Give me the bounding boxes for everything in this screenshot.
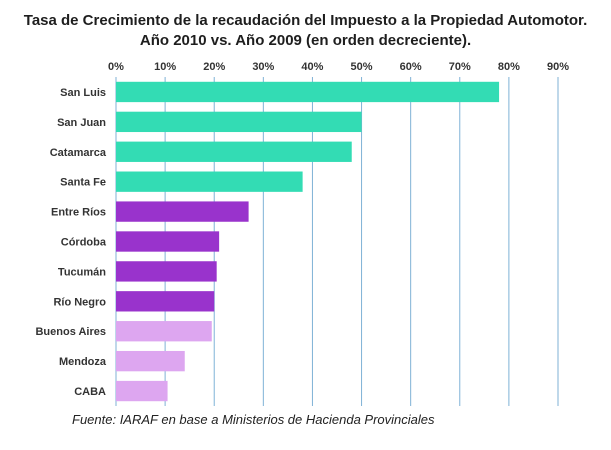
bar: [116, 231, 220, 252]
x-tick-label: 30%: [252, 61, 274, 73]
bar: [116, 111, 362, 133]
category-label: San Luis: [60, 87, 106, 99]
category-label: San Juan: [57, 117, 106, 129]
category-label: Río Negro: [53, 296, 106, 308]
bar: [116, 321, 212, 342]
category-label: Mendoza: [59, 356, 107, 368]
source-note: Fuente: IARAF en base a Ministerios de H…: [72, 412, 435, 427]
x-tick-label: 80%: [498, 61, 520, 73]
bar: [116, 350, 185, 372]
x-tick-label: 20%: [203, 61, 225, 73]
x-tick-label: 40%: [301, 61, 323, 73]
bar: [116, 261, 217, 282]
category-label: Catamarca: [50, 147, 107, 159]
x-tick-label: 90%: [547, 61, 569, 73]
x-tick-label: 10%: [154, 61, 176, 73]
category-label: Santa Fe: [60, 177, 106, 189]
category-label: CABA: [74, 386, 106, 398]
bar: [116, 141, 352, 162]
bar: [116, 171, 303, 192]
category-label: Entre Ríos: [51, 207, 106, 219]
category-label: Tucumán: [58, 266, 106, 278]
x-tick-label: 50%: [351, 61, 373, 73]
bar: [116, 380, 168, 402]
chart-title-line-2: Año 2010 vs. Año 2009 (en orden decrecie…: [139, 32, 472, 49]
bar: [116, 81, 500, 103]
category-label: Buenos Aires: [35, 326, 106, 338]
x-tick-label: 70%: [449, 61, 471, 73]
bar: [116, 291, 215, 312]
bar: [116, 201, 249, 222]
category-label: Córdoba: [61, 237, 107, 249]
x-tick-label: 60%: [400, 61, 422, 73]
x-tick-label: 0%: [108, 61, 124, 73]
chart-title-line-1: Tasa de Crecimiento de la recaudación de…: [23, 12, 588, 29]
